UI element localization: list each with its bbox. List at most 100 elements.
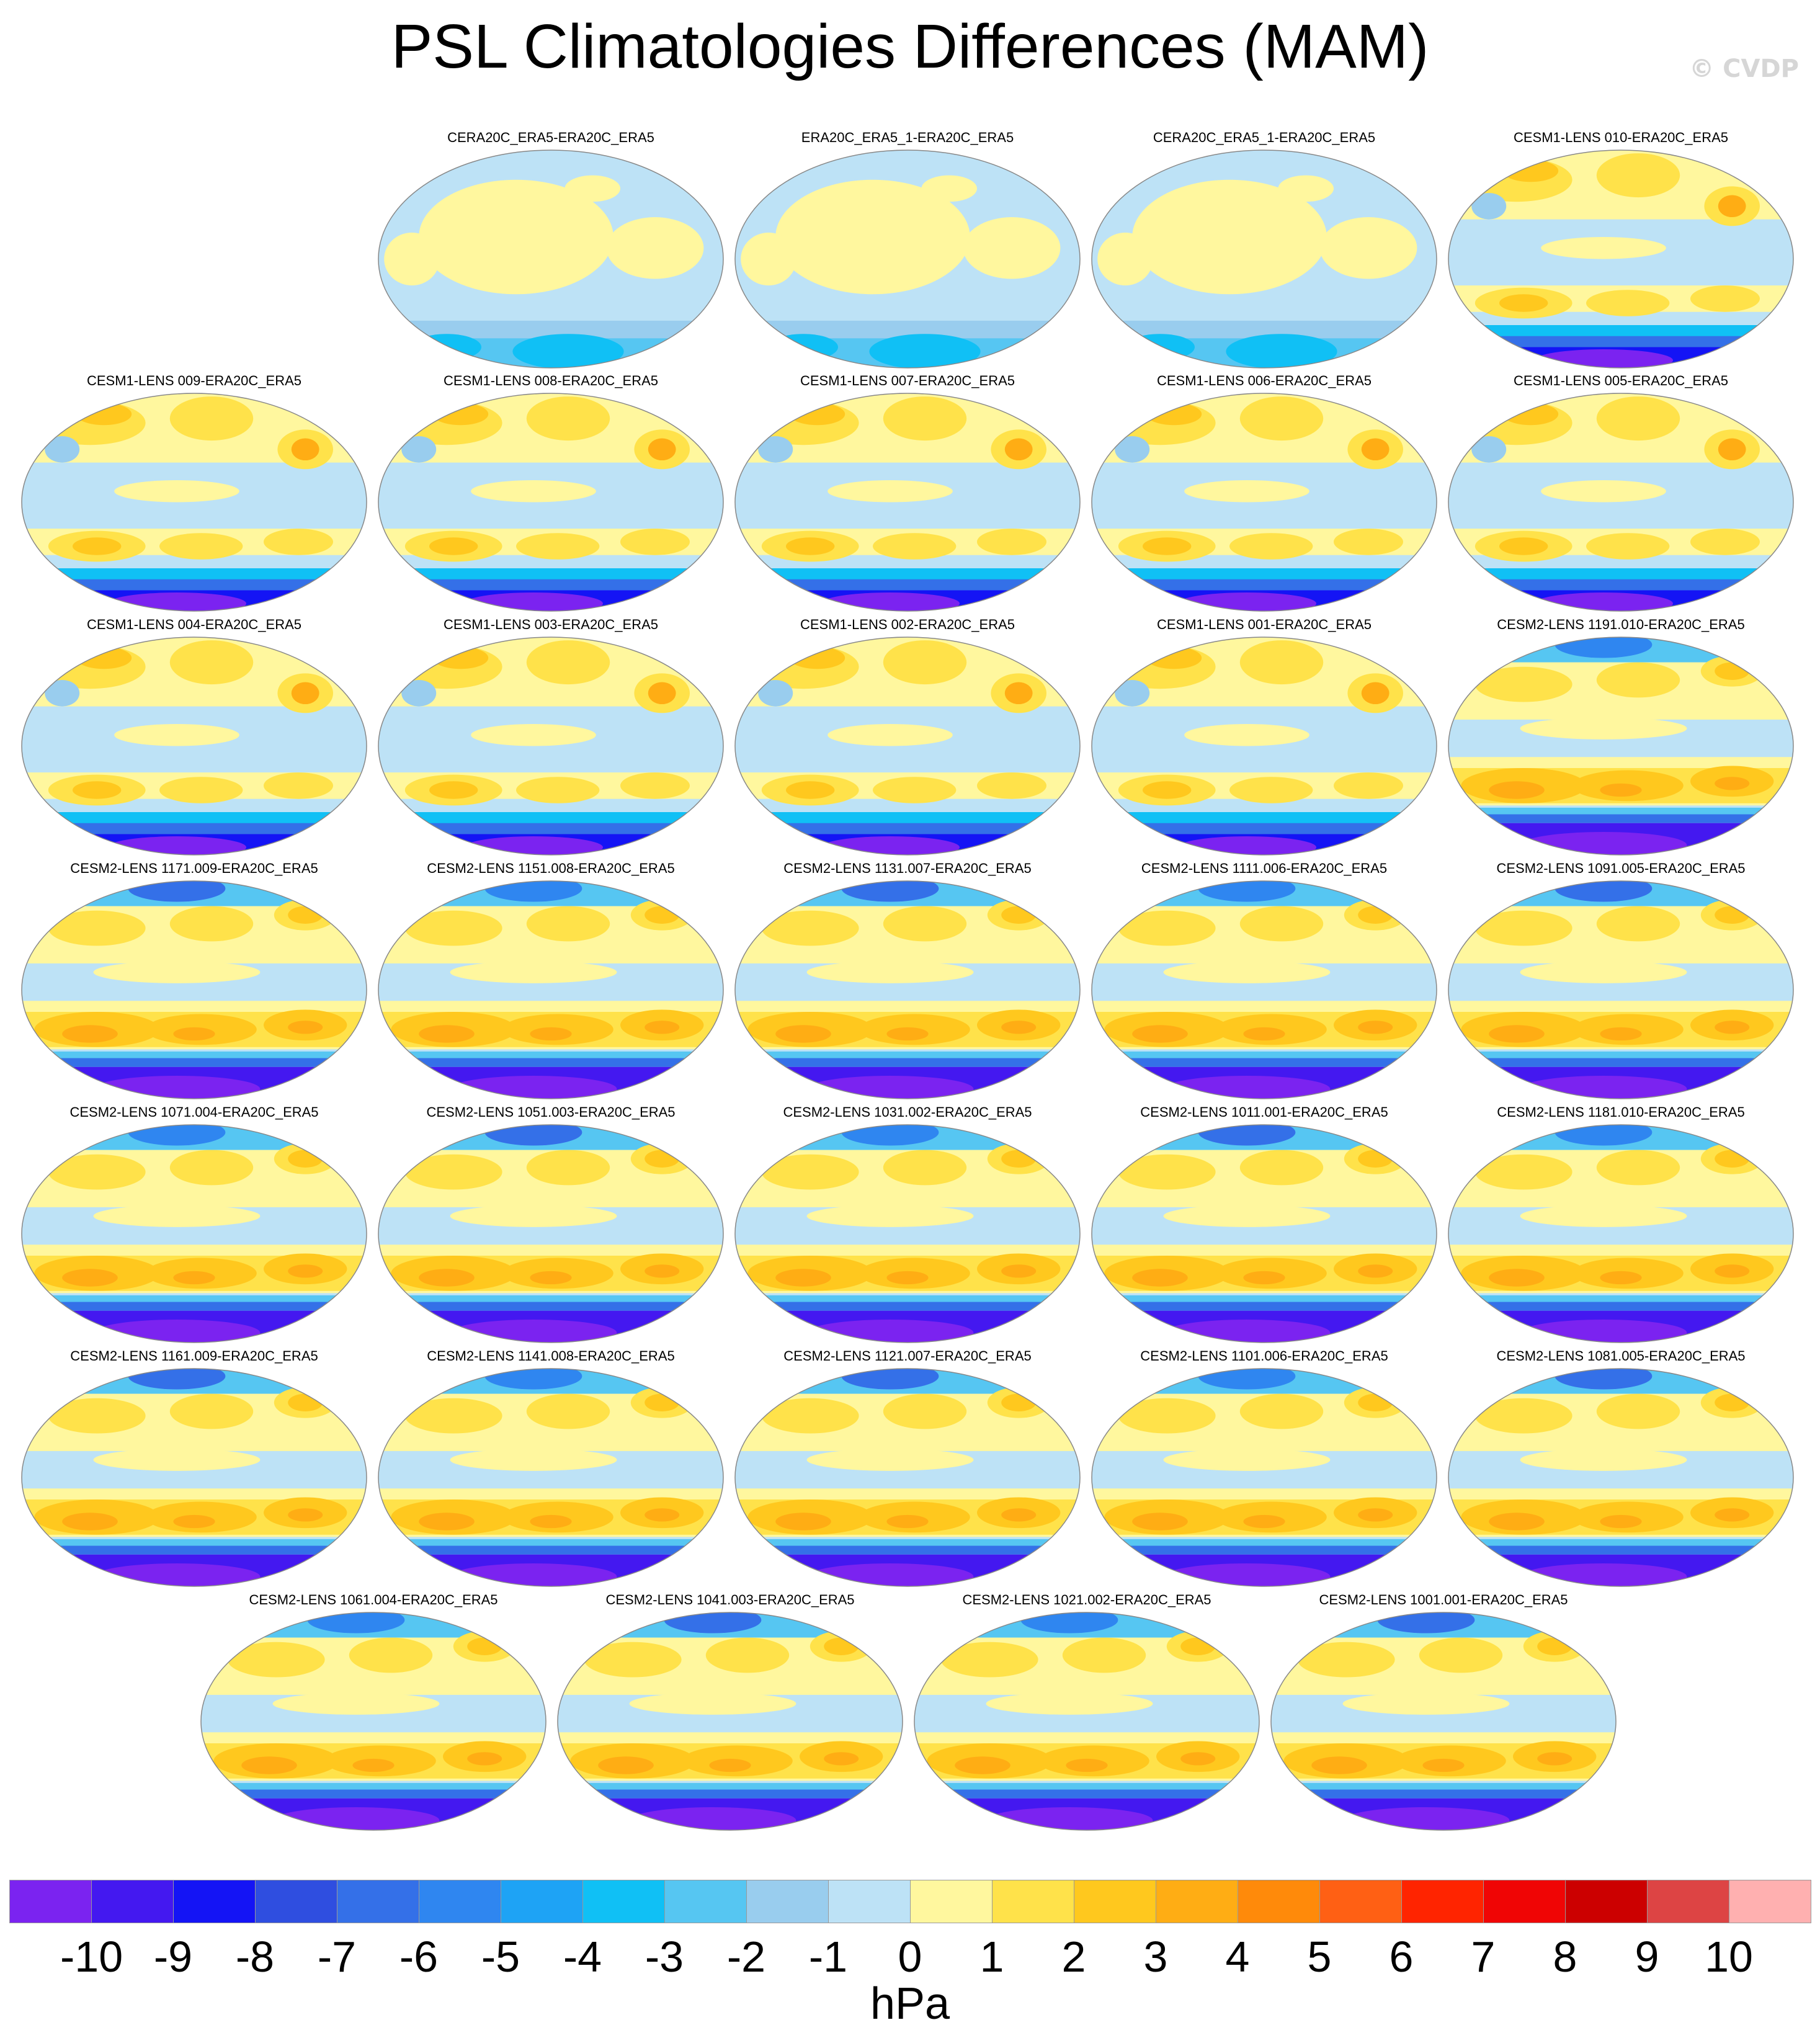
pressure-anomaly-contour xyxy=(1001,1393,1037,1411)
coastline xyxy=(957,746,993,834)
pressure-anomaly-contour xyxy=(1471,436,1507,463)
pressure-anomaly-band xyxy=(1271,1789,1616,1799)
map-panel-title: CESM2-LENS 1141.008-ERA20C_ERA5 xyxy=(427,1348,675,1364)
pressure-anomaly-contour xyxy=(758,436,793,463)
pressure-anomaly-contour xyxy=(620,529,690,555)
pressure-anomaly-contour xyxy=(1001,906,1037,924)
coastline xyxy=(600,1234,636,1322)
pressure-anomaly-contour xyxy=(169,1393,254,1429)
map-panel: CESM1-LENS 003-ERA20C_ERA5 xyxy=(377,616,725,856)
pressure-anomaly-contour xyxy=(1715,1508,1750,1522)
pressure-anomaly-band xyxy=(22,579,367,593)
pressure-anomaly-contour xyxy=(598,1756,654,1774)
colorbar-swatch xyxy=(173,1880,256,1923)
coastline xyxy=(243,503,279,591)
coastline xyxy=(311,944,355,1019)
pressure-anomaly-contour xyxy=(886,1027,929,1041)
coastline xyxy=(1313,259,1349,347)
pressure-anomaly-contour xyxy=(1319,217,1417,279)
colorbar xyxy=(9,1880,1811,1923)
coastline xyxy=(311,1187,355,1263)
pressure-anomaly-contour xyxy=(1229,777,1313,803)
pressure-anomaly-contour xyxy=(1690,285,1760,312)
colorbar-swatch xyxy=(91,1880,174,1923)
coastline xyxy=(1670,1478,1706,1566)
colorbar-tick-label: -9 xyxy=(153,1933,193,1981)
pressure-anomaly-contour xyxy=(886,1271,929,1285)
pressure-anomaly-contour xyxy=(1690,529,1760,555)
pressure-anomaly-contour xyxy=(1146,646,1202,669)
pressure-anomaly-contour xyxy=(73,537,122,555)
pressure-anomaly-contour xyxy=(1132,1025,1188,1043)
pressure-anomaly-contour xyxy=(93,1449,261,1471)
pressure-anomaly-contour xyxy=(827,724,953,746)
pressure-anomaly-contour xyxy=(1600,1027,1642,1041)
map-panel-title: CESM2-LENS 1091.005-ERA20C_ERA5 xyxy=(1496,860,1746,876)
colorbar-tick-label: 6 xyxy=(1389,1933,1414,1981)
pressure-anomaly-contour xyxy=(404,910,502,946)
pressure-anomaly-band xyxy=(1092,1545,1437,1555)
pressure-anomaly-contour xyxy=(1600,1514,1642,1529)
map-panel: CESM2-LENS 1011.001-ERA20C_ERA5 xyxy=(1091,1104,1438,1343)
coastline xyxy=(1313,1234,1349,1322)
pressure-anomaly-band xyxy=(735,1545,1080,1555)
map-border xyxy=(378,1368,724,1587)
pressure-anomaly-contour xyxy=(1474,910,1572,946)
map-border xyxy=(378,393,724,612)
pressure-anomaly-contour xyxy=(620,772,690,799)
map-panel: CESM2-LENS 1021.002-ERA20C_ERA5 xyxy=(913,1591,1260,1831)
map-border xyxy=(378,637,724,856)
global-psl-map xyxy=(21,1368,367,1587)
pressure-anomaly-band xyxy=(378,1545,723,1555)
map-border xyxy=(914,1612,1260,1831)
coastline xyxy=(1381,213,1425,288)
colorbar-swatch xyxy=(992,1880,1074,1923)
pressure-anomaly-contour xyxy=(419,1269,475,1287)
coastline xyxy=(73,1482,90,1504)
pressure-anomaly-contour xyxy=(1243,1027,1285,1041)
coastline xyxy=(1025,456,1068,531)
pressure-anomaly-contour xyxy=(169,1150,254,1186)
pressure-anomaly-contour xyxy=(1243,1271,1285,1285)
pressure-anomaly-contour xyxy=(1239,396,1324,441)
colorbar-tick-label: 0 xyxy=(898,1933,922,1981)
colorbar-tick-label: -6 xyxy=(399,1933,439,1981)
pressure-anomaly-contour xyxy=(1239,906,1324,942)
pressure-anomaly-contour xyxy=(775,1025,831,1043)
map-panel-title: CESM2-LENS 1171.009-ERA20C_ERA5 xyxy=(70,860,318,876)
pressure-anomaly-band xyxy=(735,823,1080,837)
pressure-anomaly-band xyxy=(1448,1302,1793,1311)
pressure-anomaly-contour xyxy=(1474,666,1572,702)
map-border xyxy=(734,150,1081,369)
pressure-anomaly-contour xyxy=(883,1393,967,1429)
map-panel-title: CERA20C_ERA5-ERA20C_ERA5 xyxy=(447,130,654,145)
coastline xyxy=(311,456,355,531)
pressure-anomaly-contour xyxy=(1184,480,1309,503)
coastline xyxy=(73,751,90,773)
global-psl-map xyxy=(734,393,1081,612)
global-psl-map xyxy=(21,393,367,612)
map-panel-title: CESM2-LENS 1191.010-ERA20C_ERA5 xyxy=(1497,617,1745,632)
pressure-anomaly-contour xyxy=(1118,1154,1216,1190)
coastline xyxy=(957,1234,993,1322)
watermark: © CVDP xyxy=(1689,55,1799,83)
coastline xyxy=(1143,1238,1160,1261)
global-psl-map xyxy=(378,880,724,1099)
global-psl-map xyxy=(734,150,1081,369)
map-border xyxy=(378,150,724,369)
coastline xyxy=(73,994,90,1017)
pressure-anomaly-contour xyxy=(775,179,970,295)
pressure-anomaly-contour xyxy=(1489,1025,1545,1043)
pressure-anomaly-contour xyxy=(516,533,600,560)
pressure-anomaly-band xyxy=(22,1545,367,1555)
global-psl-map xyxy=(378,393,724,612)
pressure-anomaly-contour xyxy=(429,537,478,555)
colorbar-tick-label: -7 xyxy=(317,1933,357,1981)
colorbar-swatch xyxy=(828,1880,911,1923)
colorbar-tick-label: 3 xyxy=(1143,1933,1168,1981)
pressure-anomaly-contour xyxy=(169,396,254,441)
pressure-anomaly-contour xyxy=(419,179,613,295)
map-border xyxy=(1448,393,1794,612)
colorbar-swatch xyxy=(664,1880,747,1923)
map-panel: CESM2-LENS 1041.003-ERA20C_ERA5 xyxy=(556,1591,904,1831)
